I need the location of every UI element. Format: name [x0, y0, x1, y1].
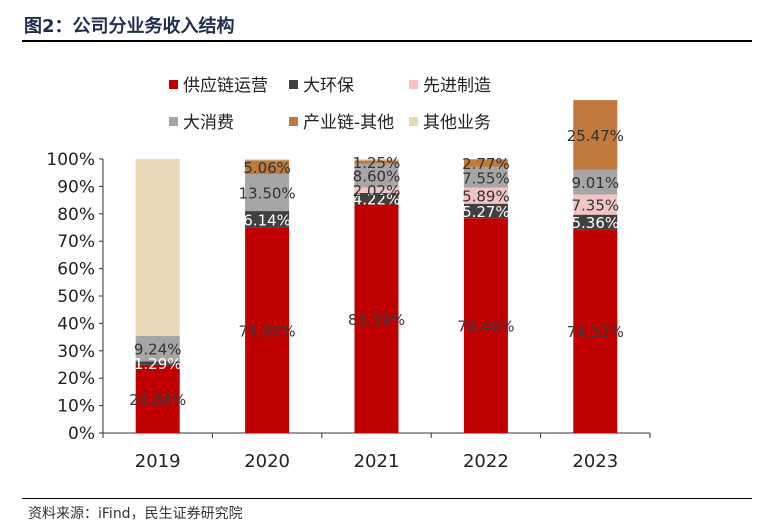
data-label: 24.88% [129, 391, 186, 409]
y-tick-label: 70% [57, 232, 95, 252]
legend-label: 大环保 [303, 76, 354, 96]
bar-segment [573, 194, 618, 215]
x-tick-label: 2020 [244, 451, 290, 472]
y-tick-label: 80% [57, 205, 95, 225]
y-tick-label: 30% [57, 342, 95, 362]
legend-label: 供应链运营 [183, 76, 268, 96]
data-label: 13.50% [238, 185, 295, 203]
bar-segment [245, 211, 290, 228]
bar-segment [354, 187, 399, 193]
data-label: 74.32% [567, 323, 624, 341]
title-rule [22, 40, 752, 42]
bar-segment [135, 335, 180, 362]
y-tick-label: 60% [57, 260, 95, 280]
bars [135, 100, 618, 433]
x-tick-label: 2022 [463, 451, 509, 472]
bar-segment [573, 169, 618, 195]
data-label: 5.89% [462, 188, 510, 206]
data-label: 6.14% [243, 211, 291, 229]
legend-label: 产业链-其他 [303, 113, 394, 133]
y-tick-label: 100% [46, 150, 95, 170]
data-label: 7.55% [462, 169, 510, 187]
bar-segment [573, 100, 618, 170]
data-label: 5.06% [243, 159, 291, 177]
data-label: 1.29% [134, 355, 182, 373]
data-label: 83.39% [348, 311, 405, 329]
legend-swatch [169, 117, 178, 126]
legend-swatch [169, 80, 178, 89]
data-label: 9.24% [134, 341, 182, 359]
axes: 0% 10% 20% 30% 40% 50% 60% 70% 80% 90% 100% 2019 202… [46, 150, 651, 472]
bar-segment [463, 203, 508, 219]
data-labels: 24.88% 1.29%9.24% 74.86% 6.14% 13.50% 5.06% 83… [129, 127, 624, 409]
bar-segment [463, 159, 508, 167]
data-label: 5.36% [571, 214, 619, 232]
legend-label: 先进制造 [423, 76, 491, 96]
bar-segment [245, 174, 290, 212]
data-label: 4.22% [353, 191, 401, 209]
bar-segment [354, 204, 399, 433]
data-label: 25.47% [567, 127, 624, 145]
source-note: 资料来源：iFind，民生证券研究院 [28, 506, 243, 522]
bar-segment [245, 227, 290, 433]
x-tick-label: 2023 [572, 451, 618, 472]
legend-label: 其他业务 [423, 113, 491, 133]
bar-segment [463, 166, 508, 188]
bar-segment [354, 159, 399, 161]
bar-segment [354, 160, 399, 164]
legend-swatch [409, 117, 418, 126]
data-label: 2.02% [353, 182, 401, 200]
y-tick-label: 20% [57, 369, 95, 389]
figure-title: 图2：公司分业务收入结构 [24, 16, 235, 37]
data-label: 8.60% [353, 168, 401, 186]
y-tick-label: 40% [57, 314, 95, 334]
legend-label: 大消费 [183, 113, 234, 133]
data-label: 78.40% [457, 318, 514, 336]
legend-swatch [289, 80, 298, 89]
bar-segment [463, 218, 508, 433]
footer-rule [22, 498, 752, 499]
data-label: 9.01% [571, 174, 619, 192]
data-label: 74.86% [238, 322, 295, 340]
y-tick-label: 90% [57, 177, 95, 197]
bar-segment [135, 364, 180, 433]
bar-segment [135, 159, 180, 336]
data-label: 2.77% [462, 155, 510, 173]
legend-swatch [409, 80, 418, 89]
legend-swatch [289, 117, 298, 126]
x-tick-label: 2021 [354, 451, 400, 472]
data-label: 5.27% [462, 203, 510, 221]
data-label: 7.35% [571, 197, 619, 215]
bar-segment [573, 229, 618, 433]
y-tick-label: 0% [68, 424, 95, 444]
bar-segment [245, 160, 290, 175]
bar-segment [135, 361, 180, 365]
bar-segment [245, 159, 290, 161]
bar-segment [354, 163, 399, 188]
y-tick-label: 50% [57, 287, 95, 307]
bar-segment [573, 214, 618, 230]
bar-segment [463, 187, 508, 204]
y-tick-label: 10% [57, 397, 95, 417]
bar-segment [354, 192, 399, 205]
x-tick-label: 2019 [135, 451, 181, 472]
data-label: 1.25% [353, 154, 401, 172]
